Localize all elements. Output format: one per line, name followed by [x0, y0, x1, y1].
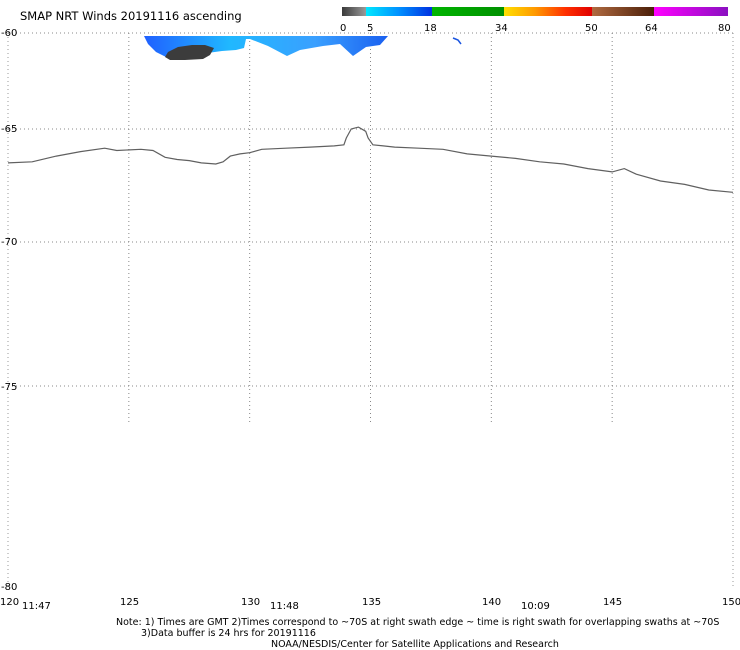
antarctic-coastline	[7, 126, 734, 193]
colorbar-segment-magenta	[654, 7, 728, 16]
wind-speed-colorbar: 0 5 18 34 50 64 80	[340, 7, 731, 34]
wind-swath-edge	[452, 37, 462, 45]
credit-line: NOAA/NESDIS/Center for Satellite Applica…	[271, 639, 559, 650]
colorbar-segment-yellow-red	[504, 7, 592, 16]
wind-swath	[144, 36, 462, 60]
lon-label: 125	[120, 597, 139, 608]
colorbar-label: 0	[340, 23, 346, 34]
note-line: Note: 1) Times are GMT 2)Times correspon…	[116, 617, 719, 628]
lon-label: 135	[362, 597, 381, 608]
note-line: 3)Data buffer is 24 hrs for 20191116	[141, 628, 316, 639]
lat-label: -75	[1, 382, 17, 393]
lat-label: -65	[1, 124, 17, 135]
lon-label: 145	[603, 597, 622, 608]
swath-time-label: 11:47	[22, 601, 51, 612]
lon-label: 120	[0, 597, 19, 608]
colorbar-label: 5	[367, 23, 373, 34]
swath-time-label: 11:48	[270, 601, 299, 612]
colorbar-label: 80	[718, 23, 731, 34]
map-title: SMAP NRT Winds 20191116 ascending	[20, 9, 242, 23]
lat-label: -70	[1, 237, 17, 248]
colorbar-segment-gray	[342, 7, 366, 16]
colorbar-segment-brown	[592, 7, 654, 16]
colorbar-label: 34	[495, 23, 508, 34]
colorbar-label: 18	[424, 23, 437, 34]
lat-label: -60	[1, 28, 17, 39]
latitude-labels: -60 -65 -70 -75 -80	[1, 28, 17, 593]
colorbar-segment-blue	[366, 7, 432, 16]
lon-label: 140	[482, 597, 501, 608]
lon-label: 130	[241, 597, 260, 608]
colorbar-label: 64	[645, 23, 658, 34]
lat-label: -80	[1, 582, 17, 593]
lat-lon-grid	[7, 32, 734, 586]
swath-time-label: 10:09	[521, 601, 550, 612]
colorbar-segment-green	[432, 7, 504, 16]
longitude-labels: 120 125 130 135 140 145 150	[0, 597, 740, 608]
colorbar-label: 50	[585, 23, 598, 34]
wind-swath-calm-area	[165, 45, 214, 60]
lon-label: 150	[722, 597, 740, 608]
